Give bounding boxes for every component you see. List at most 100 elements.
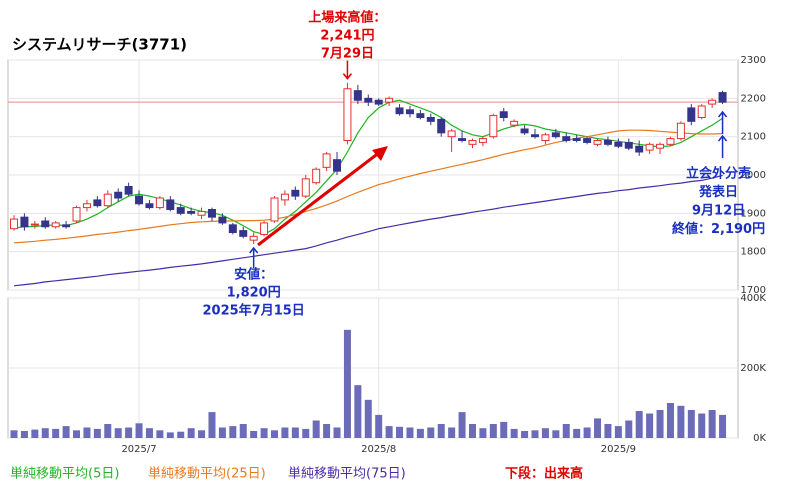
volume-bar [343,329,351,438]
volume-bar [385,426,393,438]
candle-body [145,203,154,209]
annotation-text: 安値： [234,267,273,283]
annotation-text: 上場来高値： [308,10,386,26]
chart-title: システムリサーチ(3771) [12,36,187,54]
volume-bar [448,427,456,438]
volume-bar [396,426,404,438]
candle-body [593,140,602,145]
annotation-text: 2025年7月15日 [202,303,304,319]
volume-bar [594,418,602,438]
ma-line [13,174,723,287]
candle-body [333,159,342,172]
candle-body [166,199,175,211]
candle-body [531,134,539,138]
x-tick-label: 2025/7 [121,444,156,455]
candle-body [322,153,331,168]
volume-bar [708,410,716,438]
volume-bar [614,426,622,438]
candle-body [499,111,508,118]
candle-body [353,90,362,101]
volume-bar [677,405,685,438]
volume-label: 下段：出来高 [505,466,583,482]
candle-body [41,220,50,228]
annotation-text: 発表日 [698,184,738,200]
volume-bar [83,427,91,438]
candle-body [426,117,435,122]
candle-body [30,223,39,226]
candle-body [458,138,467,141]
y-tick-label: 2200 [741,93,766,104]
candle-body [364,97,373,103]
candle-body [416,113,425,118]
volume-bar [250,431,258,438]
volume-bar [208,412,216,438]
candle-body [541,134,550,141]
candle-body [20,216,29,228]
y-tick-label: 0K [753,433,766,444]
annotation-text: 立会外分売 [686,166,751,182]
volume-bar [604,424,612,438]
volume-bar [281,427,289,438]
candle-body [239,230,248,237]
volume-bar [552,430,560,438]
annotation-arrow-head [249,246,259,254]
volume-bar [333,427,341,438]
candle-body [197,210,206,216]
annotation-text: 1,820円 [227,286,281,301]
candle-body [343,88,352,141]
candle-body [718,92,727,103]
volume-bar [166,432,174,438]
volume-bar [489,424,497,438]
volume-bar [635,411,643,438]
volume-bar [458,412,466,438]
trend-arrow [257,150,381,247]
volume-bar [187,428,195,438]
candle-body [176,207,185,214]
annotation-text: 9月12日 [692,204,745,219]
candle-body [135,195,144,205]
candle-body [624,141,633,149]
volume-bar [666,403,674,438]
marks [10,82,727,438]
candle-body [645,143,654,151]
volume-bar [573,428,581,438]
volume-bar [468,424,476,438]
candle-body [124,186,133,195]
candle-body [489,115,498,138]
annotation-arrow-head [717,134,728,142]
candle-body [437,118,446,134]
x-tick-label: 2025/9 [601,444,636,455]
candle-body [218,216,227,224]
candle-body [62,224,71,228]
x-tick-label: 2025/8 [361,444,396,455]
candle-body [82,203,91,209]
candle-body [385,97,394,103]
volume-bar [73,430,81,438]
volume-bar [541,428,549,438]
y-tick-label: 1700 [741,285,766,296]
volume-bar [437,424,445,438]
y-tick-label: 2300 [741,55,766,66]
volume-bar [41,428,49,438]
volume-bar [719,414,727,438]
volume-bar [229,426,237,438]
candle-body [228,224,237,233]
candle-body [697,105,706,118]
candle-body [635,145,644,153]
candle-body [249,235,258,241]
volume-bar [93,428,101,438]
candle-body [447,130,456,138]
volume-bar [239,424,247,438]
candle-body [312,168,321,184]
ma-line [13,129,723,244]
candle-body [614,141,623,147]
volume-bar [625,420,633,438]
candle-body [103,193,112,207]
volume-bar [218,427,226,438]
legend-entry: 単純移動平均(5日) [10,466,119,482]
volume-bar [646,413,654,438]
candle-body [301,178,310,197]
candle-body [291,189,300,197]
volume-bar [427,427,435,438]
candle-body [270,197,279,222]
